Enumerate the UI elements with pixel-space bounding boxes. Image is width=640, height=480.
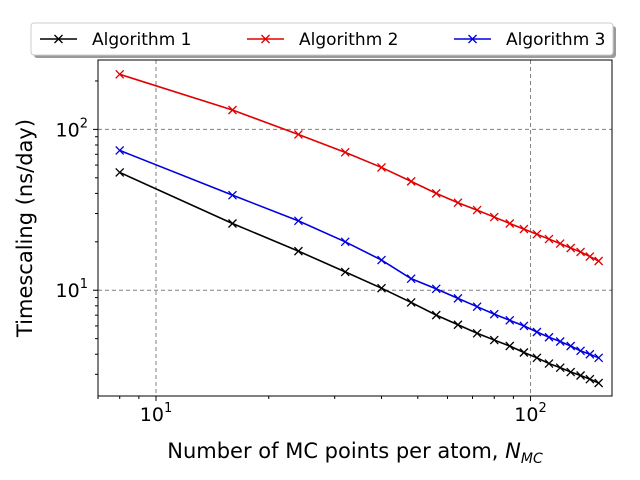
data-point-algorithm-1 — [453, 320, 463, 330]
data-point-algorithm-2 — [293, 129, 303, 139]
data-point-algorithm-1 — [555, 363, 565, 373]
data-point-algorithm-3 — [585, 349, 595, 359]
data-point-algorithm-1 — [472, 328, 482, 338]
data-point-algorithm-2 — [544, 234, 554, 244]
data-point-algorithm-2 — [453, 198, 463, 208]
legend-marker — [54, 34, 63, 44]
data-point-algorithm-1 — [489, 335, 499, 345]
legend: Algorithm 1 Algorithm 2 Algorithm 3 — [30, 22, 616, 58]
data-point-algorithm-2 — [115, 69, 125, 79]
grid — [98, 60, 612, 396]
data-point-algorithm-2 — [406, 176, 416, 186]
axis-ticks: 101 102 101 102 — [56, 80, 547, 426]
legend-label: Algorithm 1 — [92, 30, 191, 50]
data-point-algorithm-2 — [340, 147, 350, 157]
data-point-algorithm-3 — [228, 190, 237, 200]
data-point-algorithm-3 — [489, 309, 499, 319]
data-point-algorithm-3 — [472, 302, 482, 312]
data-point-algorithm-2 — [532, 229, 542, 239]
data-point-algorithm-3 — [115, 145, 125, 155]
data-point-algorithm-3 — [555, 337, 565, 346]
data-point-algorithm-3 — [505, 315, 515, 325]
data-point-algorithm-1 — [431, 310, 441, 320]
legend-item-algorithm-1: Algorithm 1 — [40, 30, 191, 50]
data-point-algorithm-2 — [472, 205, 482, 215]
data-point-algorithm-2 — [555, 239, 565, 249]
series-lines — [115, 69, 604, 388]
x-tick-label: 101 — [140, 401, 172, 426]
data-point-algorithm-1 — [406, 297, 416, 307]
data-point-algorithm-2 — [594, 256, 604, 266]
series-line-algorithm-3 — [119, 149, 599, 359]
data-point-algorithm-1 — [594, 378, 604, 388]
data-point-algorithm-1 — [505, 341, 515, 351]
data-point-algorithm-3 — [594, 353, 604, 363]
data-point-algorithm-1 — [566, 367, 576, 377]
data-point-algorithm-3 — [566, 341, 576, 351]
plot-frame — [97, 59, 613, 397]
data-point-algorithm-1 — [532, 353, 542, 363]
data-point-algorithm-2 — [228, 105, 237, 115]
legend-label: Algorithm 2 — [299, 30, 398, 50]
data-point-algorithm-1 — [293, 246, 303, 256]
legend-label: Algorithm 3 — [506, 30, 605, 50]
data-point-algorithm-2 — [566, 243, 576, 253]
legend-marker — [261, 34, 270, 44]
data-point-algorithm-1 — [576, 371, 586, 380]
data-point-algorithm-2 — [505, 219, 515, 228]
data-point-algorithm-1 — [519, 348, 529, 357]
legend-item-algorithm-3: Algorithm 3 — [454, 30, 605, 50]
data-point-algorithm-2 — [585, 252, 595, 261]
legend-marker — [468, 34, 477, 44]
data-point-algorithm-3 — [576, 346, 586, 356]
data-point-algorithm-2 — [576, 247, 586, 257]
x-axis-label: Number of MC points per atom, NMC — [167, 439, 543, 467]
legend-item-algorithm-2: Algorithm 2 — [247, 30, 398, 50]
series-line-algorithm-1 — [119, 171, 599, 384]
x-tick-label: 102 — [514, 401, 546, 426]
data-point-algorithm-2 — [377, 162, 386, 172]
data-point-algorithm-1 — [340, 267, 350, 277]
data-point-algorithm-3 — [406, 274, 416, 284]
data-point-algorithm-1 — [377, 283, 386, 293]
data-point-algorithm-1 — [228, 219, 237, 228]
data-point-algorithm-1 — [544, 359, 554, 369]
data-point-algorithm-3 — [293, 216, 303, 226]
legend-box — [30, 22, 614, 56]
data-point-algorithm-3 — [431, 284, 441, 294]
data-point-algorithm-3 — [340, 237, 350, 247]
data-point-algorithm-3 — [519, 321, 529, 331]
y-tick-label: 102 — [56, 116, 88, 141]
series-line-algorithm-2 — [119, 73, 600, 262]
data-point-algorithm-2 — [519, 224, 529, 234]
y-axis-label: Timescaling (ns/day) — [13, 119, 37, 338]
data-point-algorithm-3 — [377, 255, 386, 265]
data-point-algorithm-2 — [431, 188, 441, 198]
data-point-algorithm-3 — [544, 332, 554, 342]
data-point-algorithm-3 — [453, 293, 463, 303]
data-point-algorithm-1 — [115, 167, 125, 177]
data-point-algorithm-3 — [532, 327, 542, 337]
y-tick-label: 101 — [56, 277, 88, 302]
data-point-algorithm-1 — [585, 374, 595, 384]
data-point-algorithm-2 — [489, 212, 499, 222]
